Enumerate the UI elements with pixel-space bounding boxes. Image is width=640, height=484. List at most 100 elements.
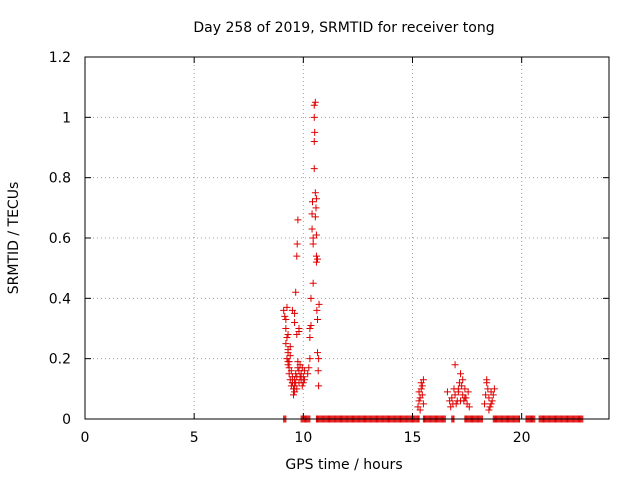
data-point bbox=[311, 213, 319, 221]
data-point bbox=[312, 252, 320, 260]
y-axis-label: SRMTID / TECUs bbox=[6, 182, 22, 295]
data-point bbox=[461, 385, 469, 393]
data-point bbox=[314, 349, 322, 357]
axis-ticks bbox=[84, 56, 609, 420]
data-point bbox=[419, 400, 427, 408]
data-point bbox=[309, 279, 317, 287]
data-point bbox=[282, 315, 290, 323]
data-point bbox=[312, 258, 320, 266]
data-point bbox=[293, 385, 301, 393]
data-point bbox=[312, 204, 320, 212]
data-point bbox=[314, 315, 322, 323]
data-point bbox=[286, 352, 294, 360]
x-tick-label: 10 bbox=[294, 430, 312, 446]
data-point bbox=[485, 394, 493, 402]
y-tick-label: 0.2 bbox=[49, 352, 71, 368]
data-point bbox=[284, 331, 292, 339]
data-point bbox=[292, 288, 300, 296]
data-point bbox=[465, 403, 473, 411]
data-point bbox=[281, 312, 289, 320]
x-tick-label: 15 bbox=[404, 430, 422, 446]
data-point bbox=[451, 391, 459, 399]
data-point bbox=[298, 382, 306, 390]
data-point bbox=[415, 397, 423, 405]
data-point bbox=[282, 340, 290, 348]
data-point bbox=[457, 370, 465, 378]
data-point bbox=[307, 321, 315, 329]
data-point bbox=[284, 358, 292, 366]
data-point bbox=[313, 306, 321, 314]
data-point bbox=[457, 397, 465, 405]
data-point bbox=[448, 394, 456, 402]
data-point bbox=[485, 406, 493, 414]
data-point bbox=[418, 382, 426, 390]
y-tick-label: 1.2 bbox=[49, 50, 71, 66]
y-tick-label: 0.4 bbox=[49, 291, 71, 307]
data-point bbox=[300, 367, 308, 375]
data-point bbox=[483, 379, 491, 387]
y-tick-label: 1 bbox=[62, 110, 71, 126]
data-point bbox=[299, 379, 307, 387]
data-point bbox=[452, 400, 460, 408]
chart-title: Day 258 of 2019, SRMTID for receiver ton… bbox=[193, 20, 494, 36]
x-tick-label: 0 bbox=[81, 430, 90, 446]
grid-lines bbox=[85, 57, 609, 419]
data-point bbox=[443, 388, 451, 396]
data-point bbox=[282, 325, 290, 332]
data-point bbox=[288, 306, 296, 314]
data-point bbox=[310, 137, 318, 145]
data-point bbox=[291, 318, 299, 326]
data-point bbox=[290, 391, 298, 399]
data-point bbox=[459, 376, 467, 384]
data-point bbox=[307, 294, 315, 302]
data-point bbox=[314, 367, 322, 375]
x-tick-labels: 0 5 10 15 20 bbox=[81, 430, 531, 446]
data-point bbox=[310, 113, 318, 121]
data-point bbox=[481, 400, 489, 408]
data-point bbox=[293, 240, 301, 248]
data-point bbox=[419, 376, 427, 384]
data-point bbox=[294, 216, 302, 224]
data-point bbox=[482, 391, 490, 399]
data-point bbox=[490, 385, 498, 393]
data-point bbox=[458, 382, 466, 390]
data-point bbox=[309, 198, 317, 206]
data-point bbox=[418, 391, 426, 399]
y-tick-label: 0 bbox=[62, 412, 71, 428]
data-point bbox=[416, 406, 424, 414]
data-point bbox=[454, 385, 462, 393]
data-point bbox=[417, 385, 425, 393]
data-point bbox=[305, 364, 313, 372]
data-point bbox=[308, 210, 316, 218]
y-tick-labels: 0 0.2 0.4 0.6 0.8 1 1.2 bbox=[49, 50, 71, 428]
data-point bbox=[315, 300, 323, 308]
data-point bbox=[489, 391, 497, 399]
data-point bbox=[284, 346, 292, 354]
data-point bbox=[451, 361, 459, 369]
x-tick-label: 5 bbox=[190, 430, 199, 446]
data-point bbox=[283, 334, 291, 342]
data-point bbox=[293, 252, 301, 260]
data-point bbox=[310, 165, 318, 173]
data-point bbox=[311, 98, 319, 106]
y-tick-label: 0.6 bbox=[49, 231, 71, 247]
data-point bbox=[488, 397, 496, 405]
data-point bbox=[308, 225, 316, 233]
data-point bbox=[315, 382, 323, 390]
data-point bbox=[309, 240, 317, 248]
data-point bbox=[487, 400, 495, 408]
data-point bbox=[310, 101, 318, 109]
data-point bbox=[280, 306, 288, 314]
data-point bbox=[484, 385, 492, 393]
data-point bbox=[312, 231, 320, 239]
data-point bbox=[315, 355, 323, 363]
data-point bbox=[464, 388, 472, 396]
data-point bbox=[461, 394, 469, 402]
data-point bbox=[300, 376, 308, 384]
x-axis-label: GPS time / hours bbox=[285, 457, 402, 473]
data-point bbox=[304, 370, 312, 378]
data-point bbox=[287, 367, 295, 375]
